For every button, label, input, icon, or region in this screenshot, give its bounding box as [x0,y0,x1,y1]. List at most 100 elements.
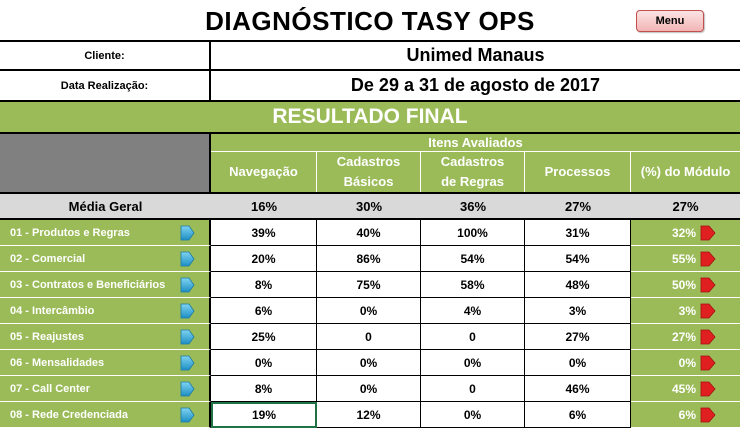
module-percent-cell: 3% [631,298,740,324]
date-row: Data Realização: De 29 a 31 de agosto de… [0,71,740,102]
module-name: 03 - Contratos e Beneficiários [0,272,211,298]
module-percent-cell: 55% [631,246,740,272]
media-value: 30% [355,198,383,214]
table-cell[interactable]: 0 [317,324,421,350]
module-percent: 27% [671,329,696,344]
red-right-arrow-icon[interactable] [700,251,716,267]
table-row: 05 - Reajustes 25% 0 0 27% 27% [0,324,740,350]
table-cell[interactable]: 54% [421,246,525,272]
table-cell[interactable]: 8% [211,272,317,298]
red-right-arrow-icon[interactable] [700,303,716,319]
table-cell[interactable]: 0% [211,350,317,376]
blue-right-arrow-icon[interactable] [179,329,195,345]
column-header-cadastros-regras: Cadastros de Regras [421,152,525,192]
table-cell[interactable]: 4% [421,298,525,324]
result-banner: RESULTADO FINAL [0,102,740,134]
red-right-arrow-icon[interactable] [700,355,716,371]
module-percent: 32% [671,225,696,240]
module-percent: 0% [678,355,696,370]
table-cell[interactable]: 3% [525,298,631,324]
module-percent-cell: 0% [631,350,740,376]
module-name: 05 - Reajustes [0,324,211,350]
table-cell[interactable]: 0% [525,350,631,376]
module-percent: 3% [678,303,696,318]
table-row: 03 - Contratos e Beneficiários 8% 75% 58% 48… [0,272,740,298]
column-header-modulo: (%) do Módulo [631,152,740,192]
table-cell[interactable]: 6% [211,298,317,324]
table-cell[interactable]: 12% [317,402,421,428]
blue-right-arrow-icon[interactable] [179,381,195,397]
table-row: 06 - Mensalidades 0% 0% 0% 0% 0% [0,350,740,376]
client-value[interactable]: Unimed Manaus [406,45,545,65]
module-percent-cell: 50% [631,272,740,298]
column-header-processos: Processos [525,152,631,192]
module-name: 07 - Call Center [0,376,211,402]
blue-right-arrow-icon[interactable] [179,225,195,241]
table-cell[interactable]: 40% [317,220,421,246]
blue-right-arrow-icon[interactable] [179,277,195,293]
module-percent: 50% [671,277,696,292]
table-cell[interactable]: 0% [317,298,421,324]
module-percent: 6% [678,407,696,422]
table-row: 08 - Rede Credenciada 19% 12% 0% 6% 6% [0,402,740,428]
module-percent: 55% [671,251,696,266]
table-cell[interactable]: 31% [525,220,631,246]
red-right-arrow-icon[interactable] [700,225,716,241]
header-corner [0,134,211,192]
media-value: 27% [564,198,592,214]
table-cell[interactable]: 19% [211,402,317,428]
column-header-cadastros-basicos: Cadastros Básicos [317,152,421,192]
media-value: 16% [250,198,278,214]
table-cell[interactable]: 0% [421,402,525,428]
red-right-arrow-icon[interactable] [700,381,716,397]
client-label: Cliente: [0,42,211,69]
client-row: Cliente: Unimed Manaus [0,42,740,71]
red-right-arrow-icon[interactable] [700,407,716,423]
module-name: 02 - Comercial [0,246,211,272]
module-percent-cell: 45% [631,376,740,402]
table-row: 02 - Comercial 20% 86% 54% 54% 55% [0,246,740,272]
blue-right-arrow-icon[interactable] [179,407,195,423]
media-geral-label: Média Geral [68,198,143,214]
table-cell[interactable]: 86% [317,246,421,272]
table-cell[interactable]: 0 [421,324,525,350]
table-cell[interactable]: 25% [211,324,317,350]
red-right-arrow-icon[interactable] [700,277,716,293]
table-cell[interactable]: 0% [421,350,525,376]
table-cell[interactable]: 27% [525,324,631,350]
title-bar: DIAGNÓSTICO TASY OPS Menu [0,0,740,42]
media-geral-row: Média Geral 16% 30% 36% 27% 27% [0,192,740,220]
table-cell[interactable]: 100% [421,220,525,246]
table-cell[interactable]: 0% [317,376,421,402]
table-cell[interactable]: 0% [317,350,421,376]
column-header-navegacao: Navegação [211,152,317,192]
table-cell[interactable]: 48% [525,272,631,298]
module-name: 06 - Mensalidades [0,350,211,376]
table-cell[interactable]: 6% [525,402,631,428]
blue-right-arrow-icon[interactable] [179,303,195,319]
table-cell[interactable]: 0 [421,376,525,402]
table-cell[interactable]: 75% [317,272,421,298]
table-cell[interactable]: 20% [211,246,317,272]
date-value[interactable]: De 29 a 31 de agosto de 2017 [350,75,601,95]
media-value: 27% [672,198,699,214]
module-percent-cell: 6% [631,402,740,428]
table-cell[interactable]: 46% [525,376,631,402]
module-name: 04 - Intercâmbio [0,298,211,324]
table-row: 04 - Intercâmbio 6% 0% 4% 3% 3% [0,298,740,324]
module-percent-cell: 32% [631,220,740,246]
table-cell[interactable]: 54% [525,246,631,272]
module-percent: 45% [671,381,696,396]
blue-right-arrow-icon[interactable] [179,251,195,267]
date-label: Data Realização: [0,71,211,100]
blue-right-arrow-icon[interactable] [179,355,195,371]
items-header: Itens Avaliados [211,134,740,152]
menu-button[interactable]: Menu [636,10,704,32]
red-right-arrow-icon[interactable] [700,329,716,345]
media-value: 36% [459,198,487,214]
table-row: 01 - Produtos e Regras 39% 40% 100% 31% 32% [0,220,740,246]
table-cell[interactable]: 39% [211,220,317,246]
table-cell[interactable]: 8% [211,376,317,402]
table-cell[interactable]: 58% [421,272,525,298]
module-percent-cell: 27% [631,324,740,350]
